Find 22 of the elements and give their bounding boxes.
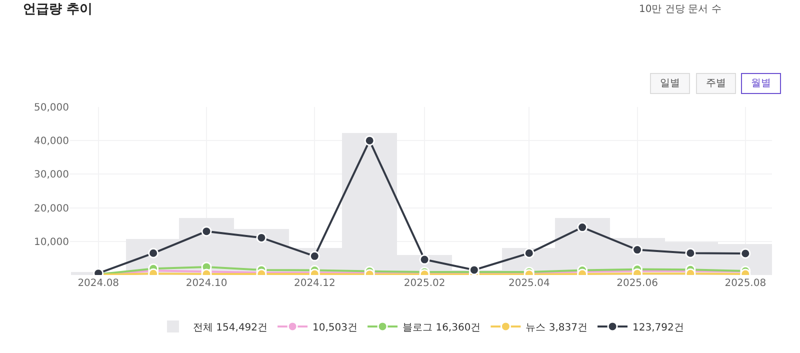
x-tick-label: 2024.10 [186, 278, 228, 289]
legend-label: 뉴스 3,837건 [526, 322, 588, 334]
x-tick-label: 2025.06 [616, 278, 658, 289]
x-tick-label: 2025.02 [404, 278, 446, 289]
legend-label: 전체 154,492건 [193, 322, 268, 334]
x-tick-label: 2024.08 [78, 278, 120, 289]
y-tick-label: 10,000 [34, 236, 69, 248]
legend-label: 10,503건 [312, 322, 358, 334]
text: 일별 [660, 78, 680, 89]
y-tick-label: 50,000 [34, 102, 69, 114]
text: 월별 [751, 78, 771, 89]
y-tick-label: 40,000 [34, 136, 69, 148]
text: 10만 건당 문서 수 [639, 4, 722, 15]
x-tick-label: 2024.12 [294, 278, 336, 289]
chart-title: 언급량 추이 [23, 2, 93, 17]
y-tick-label: 20,000 [34, 203, 69, 214]
text: 주별 [706, 78, 726, 89]
y-tick-label: 30,000 [34, 170, 69, 181]
x-tick-label: 2025.08 [724, 278, 766, 289]
legend-label: 블로그 16,360건 [402, 322, 481, 334]
legend-label: 123,792건 [632, 322, 684, 334]
x-tick-label: 2025.04 [508, 278, 550, 289]
